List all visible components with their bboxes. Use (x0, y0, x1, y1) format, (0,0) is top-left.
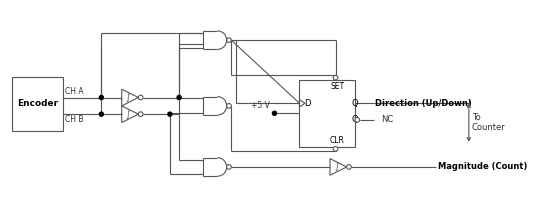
Text: +5 V: +5 V (251, 102, 270, 110)
Text: D: D (304, 99, 310, 108)
Circle shape (333, 147, 338, 151)
Bar (12, 77, 63, 131)
Text: Direction (Up/Down): Direction (Up/Down) (376, 99, 472, 108)
Circle shape (346, 165, 351, 169)
Circle shape (226, 104, 231, 108)
Text: SET: SET (330, 82, 344, 91)
Text: Encoder: Encoder (17, 99, 59, 109)
Text: CLR: CLR (330, 136, 345, 145)
Circle shape (100, 95, 103, 100)
Circle shape (333, 75, 338, 80)
Text: $\int$: $\int$ (125, 108, 131, 120)
Circle shape (226, 165, 231, 169)
Circle shape (355, 118, 359, 122)
Circle shape (226, 38, 231, 42)
Circle shape (272, 111, 277, 115)
Text: Q: Q (351, 115, 358, 124)
Text: To
Counter: To Counter (472, 113, 505, 132)
Circle shape (138, 95, 143, 100)
Text: $\int$: $\int$ (334, 161, 339, 173)
Text: Q: Q (351, 99, 358, 108)
Circle shape (177, 95, 181, 100)
Text: CH B: CH B (65, 115, 84, 124)
Circle shape (138, 112, 143, 116)
Bar (300, 80, 355, 147)
Circle shape (168, 112, 172, 116)
Circle shape (100, 112, 103, 116)
Text: Magnitude (Count): Magnitude (Count) (438, 162, 528, 171)
Text: $\int$: $\int$ (125, 91, 131, 104)
Text: NC: NC (381, 115, 393, 124)
Text: CH A: CH A (65, 87, 84, 96)
